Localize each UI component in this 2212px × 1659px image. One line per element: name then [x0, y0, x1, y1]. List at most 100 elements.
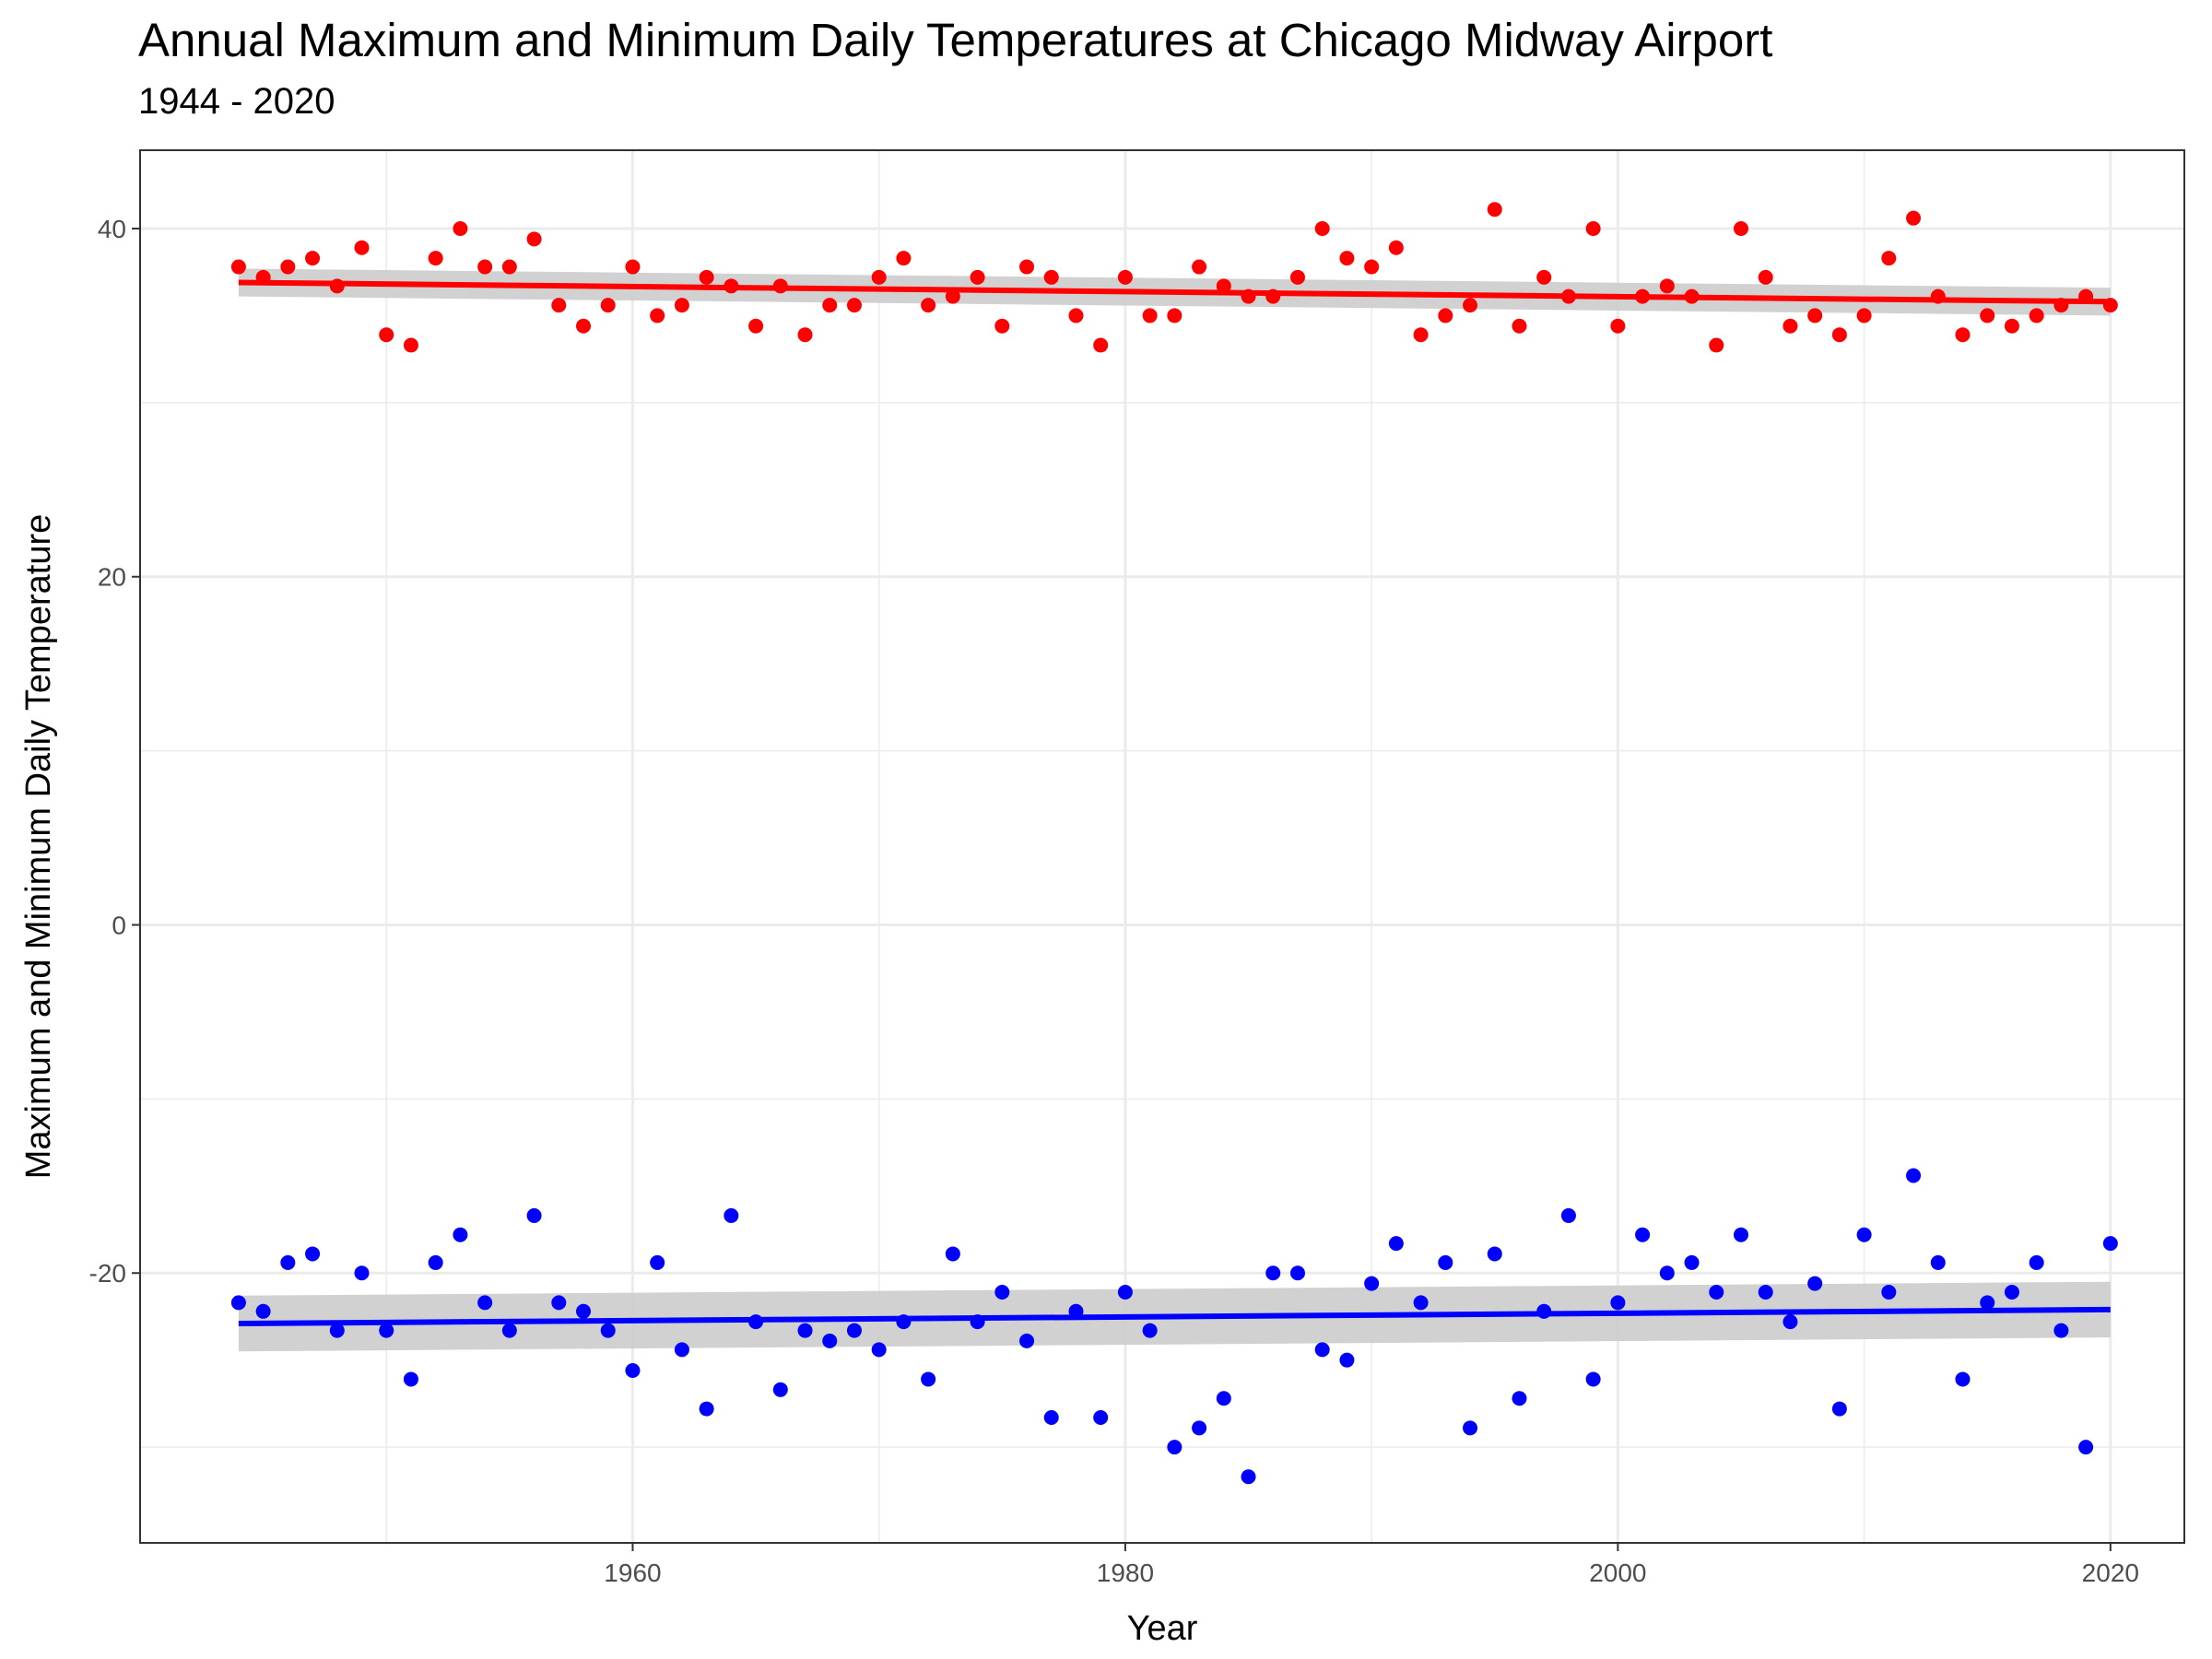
x-tick-label: 1960 — [604, 1559, 661, 1587]
data-point-1 — [1192, 1420, 1207, 1436]
y-tick-label: 40 — [98, 215, 126, 243]
data-point-1 — [379, 1323, 394, 1338]
data-point-1 — [1758, 1285, 1773, 1300]
x-tick-label: 2020 — [2082, 1559, 2139, 1587]
data-point-1 — [1241, 1469, 1256, 1485]
data-point-0 — [1289, 269, 1305, 285]
data-point-1 — [255, 1303, 271, 1319]
data-point-0 — [280, 259, 296, 275]
data-point-1 — [1265, 1265, 1281, 1281]
data-point-1 — [1856, 1227, 1872, 1242]
trend-line-0 — [238, 279, 2111, 305]
x-tick-label: 2000 — [1589, 1559, 1646, 1587]
data-point-1 — [526, 1207, 542, 1223]
data-point-0 — [379, 327, 394, 343]
data-point-0 — [2029, 308, 2044, 324]
data-point-0 — [871, 269, 887, 285]
data-point-1 — [1364, 1276, 1380, 1291]
y-tick-label: 0 — [112, 911, 126, 939]
data-point-1 — [1831, 1401, 1847, 1417]
data-point-0 — [354, 240, 370, 255]
data-point-0 — [477, 259, 493, 275]
data-point-1 — [1560, 1207, 1576, 1223]
data-point-0 — [674, 298, 689, 313]
data-point-0 — [1117, 269, 1133, 285]
data-point-0 — [1463, 298, 1478, 313]
data-point-0 — [1364, 259, 1380, 275]
data-point-0 — [1019, 259, 1035, 275]
data-point-0 — [1585, 220, 1601, 236]
data-point-0 — [921, 298, 936, 313]
axis-ticks: 1960 1980 2000 2020 -20 0 20 40 — [89, 215, 2139, 1587]
data-point-1 — [994, 1285, 1010, 1300]
data-point-1 — [2053, 1323, 2069, 1338]
data-point-0 — [1659, 278, 1675, 294]
data-point-1 — [1881, 1285, 1897, 1300]
data-point-0 — [1831, 327, 1847, 343]
data-point-0 — [1758, 269, 1773, 285]
data-point-0 — [625, 259, 641, 275]
data-point-1 — [1906, 1168, 1922, 1183]
data-point-1 — [1289, 1265, 1305, 1281]
data-point-1 — [1043, 1410, 1059, 1426]
data-point-0 — [1142, 308, 1158, 324]
data-point-0 — [846, 298, 862, 313]
data-point-1 — [1142, 1323, 1158, 1338]
data-point-1 — [871, 1342, 887, 1358]
data-point-1 — [1216, 1391, 1231, 1406]
data-point-0 — [1610, 318, 1626, 334]
data-point-0 — [650, 308, 665, 324]
data-point-1 — [1684, 1254, 1700, 1270]
data-point-0 — [945, 288, 960, 304]
data-point-1 — [945, 1246, 960, 1262]
data-point-0 — [1906, 210, 1922, 226]
data-point-0 — [576, 318, 592, 334]
data-point-1 — [674, 1342, 689, 1358]
data-point-1 — [2102, 1236, 2118, 1252]
data-point-0 — [797, 327, 813, 343]
data-point-0 — [1487, 202, 1502, 218]
data-point-0 — [1216, 278, 1231, 294]
data-point-0 — [1536, 269, 1552, 285]
data-point-0 — [1068, 308, 1084, 324]
data-point-0 — [1807, 308, 1823, 324]
data-point-0 — [305, 251, 321, 266]
data-point-1 — [797, 1323, 813, 1338]
data-point-1 — [1783, 1314, 1798, 1330]
data-point-0 — [526, 231, 542, 247]
data-point-1 — [2078, 1440, 2094, 1455]
data-point-0 — [1043, 269, 1059, 285]
data-point-1 — [403, 1371, 418, 1387]
data-point-1 — [699, 1401, 714, 1417]
data-point-0 — [1955, 327, 1971, 343]
data-point-1 — [822, 1333, 838, 1348]
data-point-0 — [699, 269, 714, 285]
data-point-1 — [230, 1295, 246, 1311]
data-point-1 — [329, 1323, 345, 1338]
trend-lines — [238, 279, 2111, 1327]
data-point-1 — [772, 1382, 788, 1397]
data-point-1 — [724, 1207, 739, 1223]
data-point-1 — [453, 1227, 468, 1242]
data-point-1 — [477, 1295, 493, 1311]
panel-border — [139, 149, 2185, 1544]
data-point-1 — [1167, 1440, 1182, 1455]
data-point-0 — [1733, 220, 1748, 236]
data-point-1 — [1733, 1227, 1748, 1242]
data-point-0 — [1192, 259, 1207, 275]
data-point-1 — [1635, 1227, 1651, 1242]
confidence-bands — [238, 268, 2111, 1352]
data-point-0 — [453, 220, 468, 236]
y-tick-label: -20 — [89, 1259, 126, 1288]
chart-subtitle: 1944 - 2020 — [138, 81, 335, 122]
data-point-0 — [403, 337, 418, 353]
data-point-0 — [551, 298, 567, 313]
data-point-1 — [921, 1371, 936, 1387]
data-point-0 — [822, 298, 838, 313]
data-point-0 — [600, 298, 616, 313]
data-point-1 — [1955, 1371, 1971, 1387]
data-point-0 — [1314, 220, 1330, 236]
data-point-1 — [1487, 1246, 1502, 1262]
data-point-1 — [650, 1254, 665, 1270]
data-point-0 — [994, 318, 1010, 334]
